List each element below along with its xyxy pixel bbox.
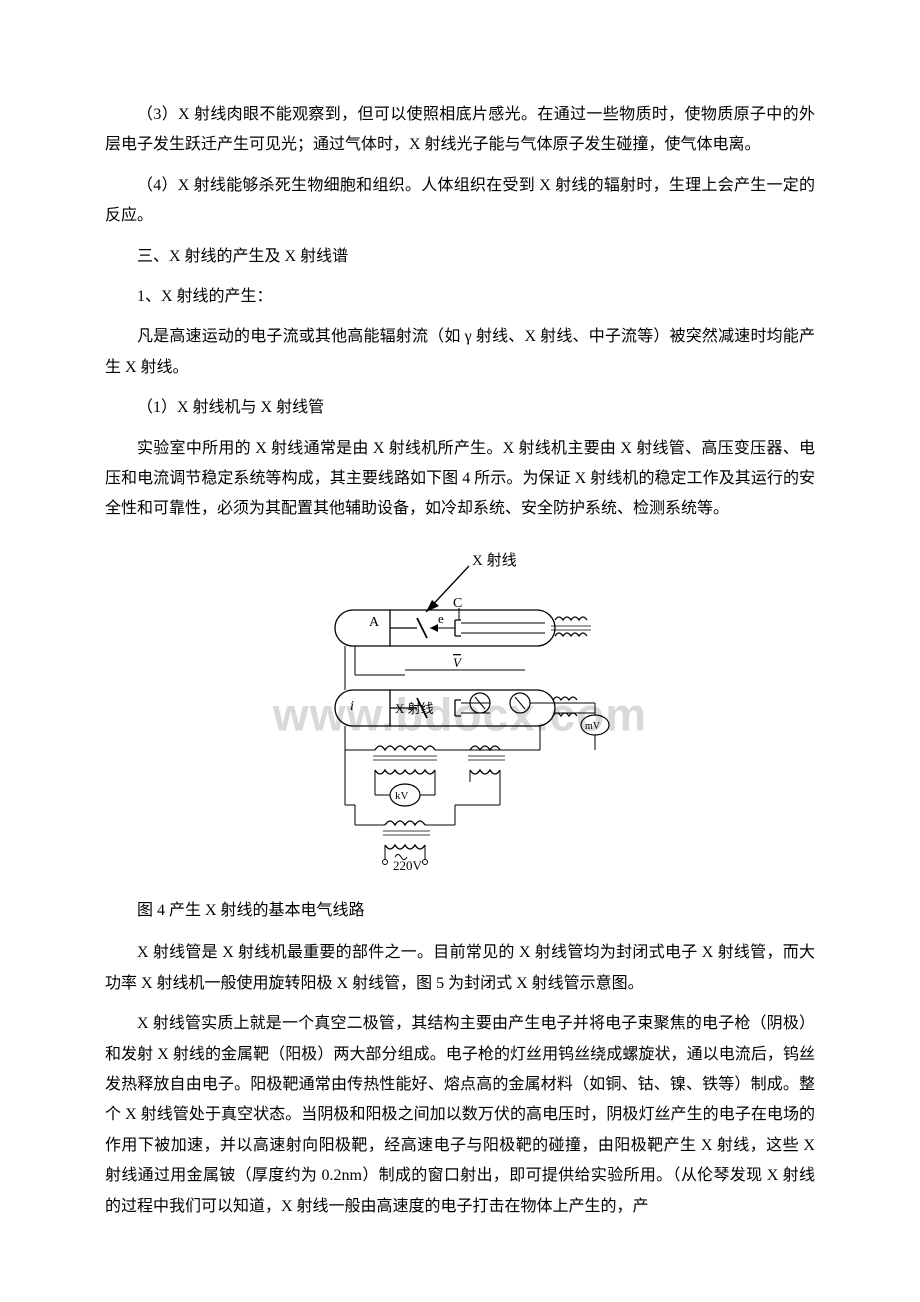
subsection-heading: 1、X 射线的产生： [105,282,815,312]
label-i: i [350,699,354,714]
label-220v: 220V [393,858,423,870]
paragraph: X 射线管实质上就是一个真空二极管，其结构主要由产生电子并将电子束聚焦的电子枪（… [105,1009,815,1222]
label-A: A [369,615,380,630]
label-V: V [453,655,463,670]
xray-label-mid: X 射线 [395,701,434,716]
figure: www.bdocx.com X 射线 A e C [295,550,625,881]
paragraph: （4）X 射线能够杀死生物细胞和组织。人体组织在受到 X 射线的辐射时，生理上会… [105,171,815,232]
label-C: C [453,596,462,611]
paragraph: X 射线管是 X 射线机最重要的部件之一。目前常见的 X 射线管均为封闭式电子 … [105,938,815,999]
section-heading: 三、X 射线的产生及 X 射线谱 [105,242,815,272]
label-kV: kV [395,790,409,802]
label-e: e [438,611,444,626]
figure-caption: 图 4 产生 X 射线的基本电气线路 [105,896,815,926]
paragraph: （1）X 射线机与 X 射线管 [105,393,815,423]
paragraph: 实验室中所用的 X 射线通常是由 X 射线机所产生。X 射线机主要由 X 射线管… [105,434,815,525]
paragraph: （3）X 射线肉眼不能观察到，但可以使照相底片感光。在通过一些物质时，使物质原子… [105,100,815,161]
paragraph: 凡是高速运动的电子流或其他高能辐射流（如 γ 射线、X 射线、中子流等）被突然减… [105,322,815,383]
xray-label-top: X 射线 [472,552,517,569]
label-mV: mV [585,721,601,732]
figure-container: www.bdocx.com X 射线 A e C [105,550,815,881]
circuit-diagram: X 射线 A e C [295,550,625,870]
